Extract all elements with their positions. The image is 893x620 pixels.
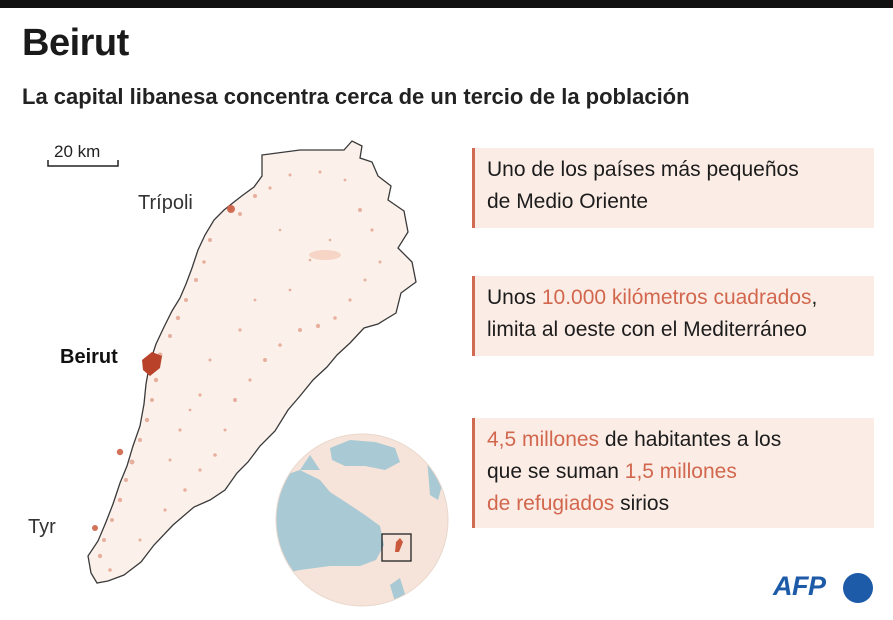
scale-bar — [47, 160, 119, 167]
city-label-tyr: Tyr — [28, 516, 56, 538]
tyr-marker — [92, 525, 98, 531]
scale-label: 20 km — [54, 142, 101, 161]
page-title: Beirut — [22, 22, 129, 64]
city-label-beirut: Beirut — [60, 346, 118, 368]
beirut-marker — [142, 352, 162, 376]
population-density — [97, 170, 382, 572]
fact-population: 4,5 millones de habitantes a los que se … — [472, 418, 874, 528]
fact-population-line3: de refugiados sirios — [487, 492, 670, 515]
fact-size-line2: de Medio Oriente — [487, 190, 649, 213]
inset-locator-map — [275, 433, 449, 607]
tripoli-marker — [227, 205, 235, 213]
afp-logo-text: AFP — [773, 571, 826, 601]
fact-size: Uno de los países más pequeños de Medio … — [472, 148, 874, 228]
fact-area-line1: Unos 10.000 kilómetros cuadrados, — [487, 286, 818, 309]
fact-size-line1: Uno de los países más pequeños — [487, 158, 799, 181]
afp-logo-icon — [843, 573, 873, 603]
fact-area-line2: limita al oeste con el Mediterráneo — [487, 318, 807, 341]
fact-population-line2: que se suman 1,5 millones — [487, 460, 737, 483]
inset-highlight-box — [381, 533, 412, 562]
top-bar — [0, 0, 893, 8]
fact-area: Unos 10.000 kilómetros cuadrados, limita… — [472, 276, 874, 356]
page-subtitle: La capital libanesa concentra cerca de u… — [22, 84, 690, 109]
city-label-tripoli: Trípoli — [138, 192, 193, 214]
fact-population-line1: 4,5 millones de habitantes a los — [487, 428, 782, 451]
